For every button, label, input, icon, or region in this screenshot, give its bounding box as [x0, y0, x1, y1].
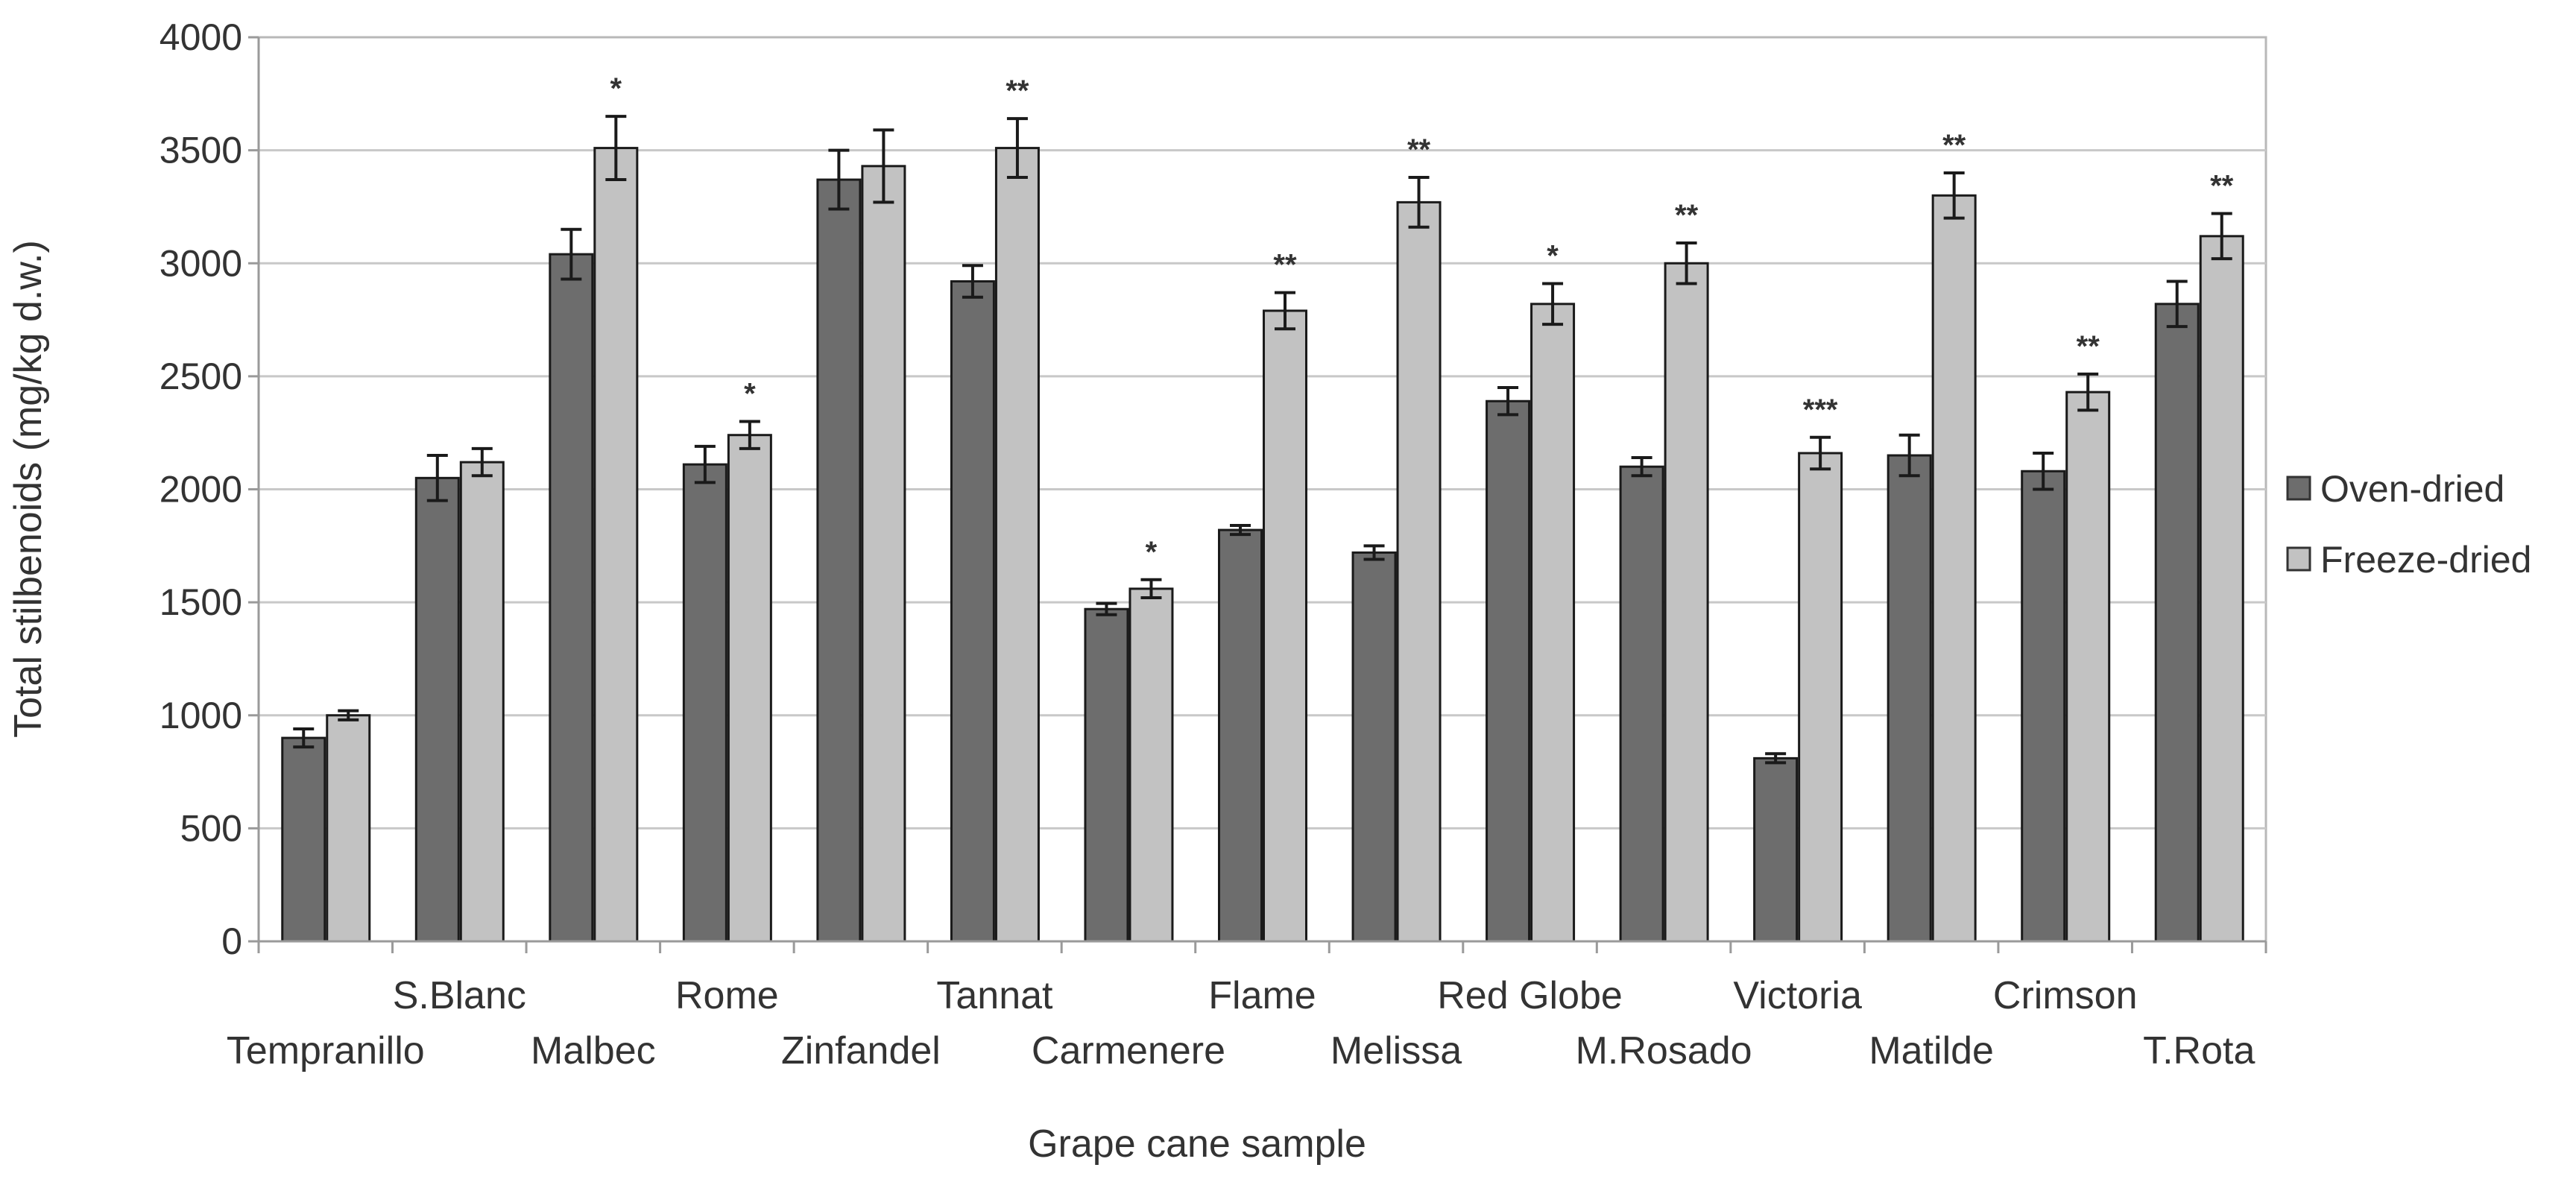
- y-tick-label: 1000: [160, 695, 242, 736]
- significance-label: **: [2210, 170, 2234, 203]
- bar-oven-dried: [816, 178, 862, 943]
- significance-label: ***: [1803, 394, 1838, 426]
- x-tick-label: Tannat: [936, 974, 1053, 1017]
- x-tick-label: Tempranillo: [227, 1029, 425, 1072]
- x-tick-label: S.Blanc: [393, 974, 526, 1017]
- legend-swatch-freeze-dried: [2286, 546, 2311, 572]
- bar-oven-dried: [1486, 399, 1531, 943]
- bar-oven-dried: [1084, 607, 1129, 943]
- x-tick-label: Melissa: [1330, 1029, 1462, 1072]
- bar-oven-dried: [1619, 465, 1664, 943]
- significance-label: *: [610, 72, 622, 105]
- x-tick-label: Carmenere: [1032, 1029, 1225, 1072]
- x-tick-label: Malbec: [531, 1029, 656, 1072]
- x-tick-label: Crimson: [1993, 974, 2138, 1017]
- x-tick-label: Matilde: [1869, 1029, 1994, 1072]
- x-axis-label: Grape cane sample: [1028, 1122, 1366, 1166]
- bar-freeze-dried: [1396, 200, 1442, 943]
- x-tick-label: Flame: [1208, 974, 1316, 1017]
- bar-oven-dried: [281, 736, 326, 943]
- bar-freeze-dried: [459, 461, 505, 943]
- x-tick-label: Zinfandel: [781, 1029, 941, 1072]
- bar-oven-dried: [682, 463, 727, 943]
- bar-oven-dried: [2154, 303, 2200, 943]
- bar-oven-dried: [2021, 470, 2066, 943]
- bar-oven-dried: [1218, 528, 1263, 943]
- bar-oven-dried: [1351, 551, 1397, 943]
- y-tick-label: 0: [221, 920, 242, 962]
- legend-label-oven-dried: Oven-dried: [2320, 468, 2504, 510]
- y-tick-label: 2500: [160, 356, 242, 397]
- bar-freeze-dried: [326, 714, 371, 943]
- bar-freeze-dried: [593, 147, 639, 943]
- x-tick-label: M.Rosado: [1576, 1029, 1752, 1072]
- significance-label: *: [1547, 240, 1559, 273]
- bar-freeze-dried: [2199, 235, 2244, 943]
- y-tick-label: 4000: [160, 16, 242, 58]
- y-tick-label: 3500: [160, 130, 242, 171]
- significance-label: *: [744, 378, 756, 411]
- axes: 0 500 1000 1500 2000 2500 3000 3500 4000 Temprani…: [160, 16, 2267, 1072]
- bar-oven-dried: [1753, 756, 1799, 943]
- y-tick-label: 2000: [160, 469, 242, 511]
- x-tick-label: T.Rota: [2143, 1029, 2255, 1072]
- bar-freeze-dried: [1530, 303, 1576, 943]
- bar-freeze-dried: [861, 165, 906, 943]
- significance-label: **: [1942, 129, 1966, 162]
- y-tick-label: 500: [180, 807, 242, 849]
- legend-label-freeze-dried: Freeze-dried: [2320, 539, 2531, 581]
- significance-label: **: [2077, 330, 2100, 363]
- bar-oven-dried: [414, 476, 460, 943]
- bar-freeze-dried: [994, 147, 1040, 943]
- bar-freeze-dried: [1128, 587, 1174, 943]
- legend-swatch-oven-dried: [2286, 476, 2311, 501]
- significance-label: **: [1407, 133, 1431, 166]
- legend: Oven-dried Freeze-dried: [2286, 468, 2531, 581]
- bar-freeze-dried: [1664, 262, 1709, 943]
- x-tick-label: Red Globe: [1437, 974, 1623, 1017]
- significance-label: **: [1273, 249, 1297, 282]
- bar-freeze-dried: [2065, 391, 2111, 943]
- significance-label: *: [1146, 536, 1158, 569]
- y-tick-label: 1500: [160, 581, 242, 623]
- bar-oven-dried: [950, 280, 995, 943]
- significance-label: **: [1006, 75, 1029, 107]
- bar-freeze-dried: [1263, 309, 1307, 943]
- x-tick-label: Rome: [675, 974, 779, 1017]
- bar-freeze-dried: [1931, 194, 1977, 943]
- y-axis-label: Total stilbenoids (mg/kg d.w.): [7, 240, 50, 738]
- bar-oven-dried: [549, 253, 594, 943]
- bar-oven-dried: [1887, 454, 1932, 943]
- significance-label: **: [1675, 199, 1699, 232]
- bar-freeze-dried: [727, 434, 772, 943]
- bar-freeze-dried: [1798, 452, 1843, 943]
- x-tick-label: Victoria: [1733, 974, 1862, 1017]
- y-tick-label: 3000: [160, 242, 242, 284]
